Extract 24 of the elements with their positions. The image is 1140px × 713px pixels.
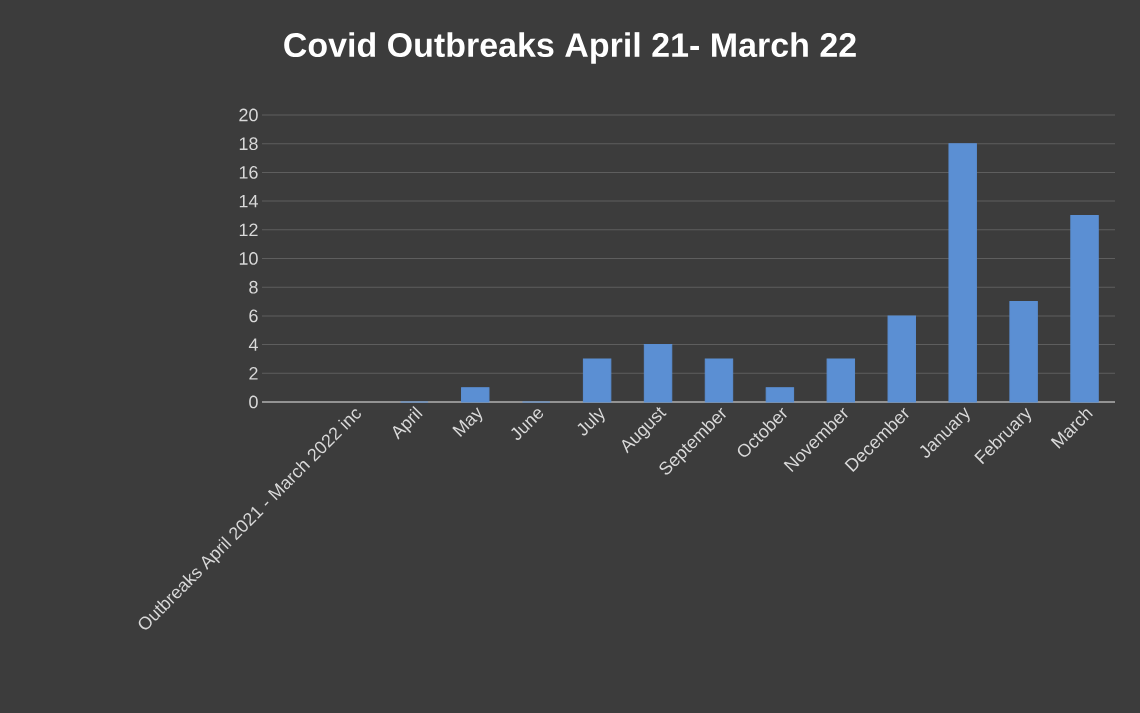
y-tick-label: 0 bbox=[249, 395, 258, 409]
y-tick-label: 10 bbox=[239, 252, 258, 265]
y-tick-label: 6 bbox=[249, 309, 258, 323]
bar bbox=[643, 344, 673, 403]
y-tick-label: 4 bbox=[248, 338, 258, 351]
bar bbox=[887, 315, 916, 403]
chart-title: Covid Outbreaks April 21- March 22 bbox=[284, 32, 856, 64]
y-tick-label: 20 bbox=[239, 108, 258, 122]
y-tick-label: 8 bbox=[249, 280, 258, 294]
bar bbox=[765, 387, 795, 403]
bar bbox=[1070, 214, 1099, 403]
bar bbox=[948, 143, 977, 403]
bar bbox=[461, 387, 490, 403]
y-tick-label: 16 bbox=[239, 166, 258, 179]
bar bbox=[582, 358, 612, 403]
y-tick-label: 12 bbox=[239, 223, 258, 237]
y-tick-label: 18 bbox=[239, 137, 258, 151]
y-tick-label: 2 bbox=[249, 367, 258, 380]
bar bbox=[1009, 301, 1038, 403]
x-tick-label: July bbox=[577, 407, 605, 436]
bar bbox=[704, 358, 734, 403]
x-tick-label: May bbox=[452, 407, 483, 437]
y-tick-label: 14 bbox=[239, 194, 258, 208]
bar bbox=[826, 358, 856, 403]
